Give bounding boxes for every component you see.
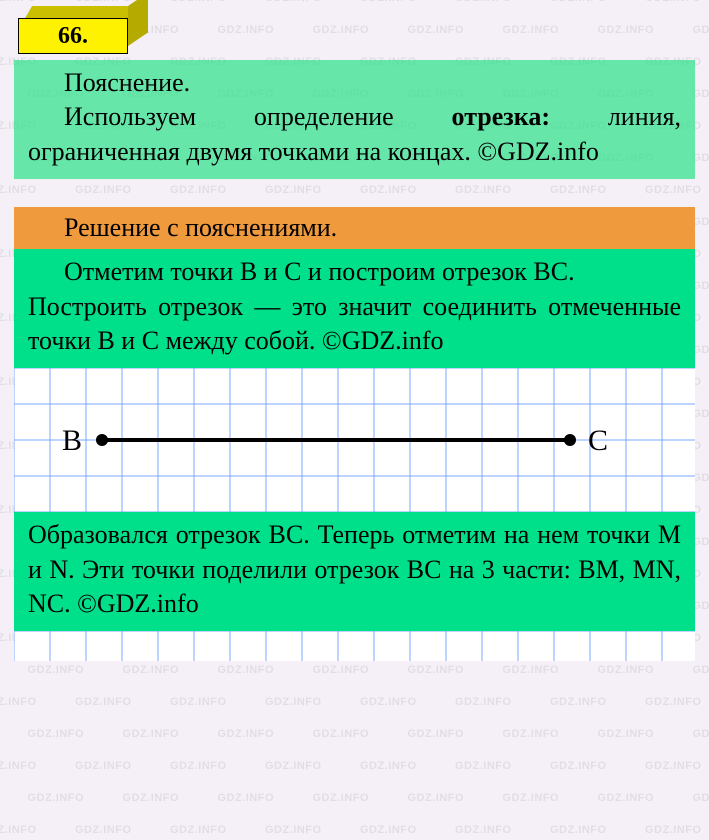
problem-number: 66. bbox=[18, 18, 128, 54]
step1-line1: Отметим точки B и C и построим отрезок B… bbox=[28, 255, 681, 289]
explanation-bold: отрезка: bbox=[452, 102, 550, 131]
bottom-grid bbox=[14, 631, 695, 661]
svg-text:B: B bbox=[62, 424, 82, 457]
svg-text:C: C bbox=[588, 424, 608, 457]
explanation-block: Пояснение. Используем определение отрезк… bbox=[14, 60, 695, 179]
solution-header-block: Решение с пояснениями. bbox=[14, 207, 695, 249]
step2-text: Образовался отрезок BC. Теперь отметим н… bbox=[28, 520, 681, 618]
problem-badge: 66. bbox=[0, 0, 709, 60]
step1-line2: Построить отрезок — это значит соединить… bbox=[28, 292, 681, 355]
explanation-prefix: Используем определение bbox=[64, 102, 452, 131]
explanation-title: Пояснение. bbox=[28, 66, 681, 100]
segment-diagram: BC bbox=[14, 368, 695, 512]
solution-step-2: Образовался отрезок BC. Теперь отметим н… bbox=[14, 512, 695, 631]
solution-step-1: Отметим точки B и C и построим отрезок B… bbox=[14, 249, 695, 368]
solution-header: Решение с пояснениями. bbox=[28, 211, 681, 245]
